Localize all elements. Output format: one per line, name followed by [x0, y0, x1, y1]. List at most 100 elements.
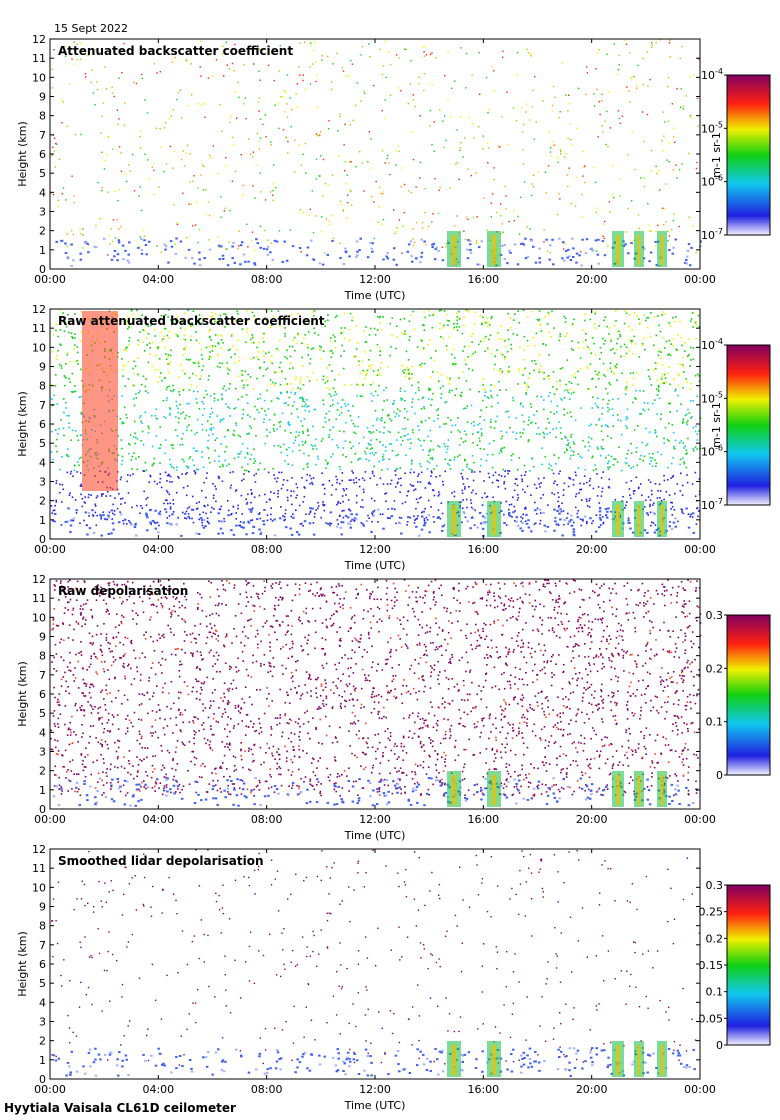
- y-tick-label: 6: [39, 418, 46, 431]
- y-tick-label: 12: [32, 843, 46, 856]
- y-tick-label: 1: [39, 1054, 46, 1067]
- x-tick-label: 08:00: [251, 543, 283, 556]
- x-tick-label: 00:00: [684, 273, 716, 286]
- y-tick-label: 10: [32, 611, 46, 624]
- x-tick-label: 00:00: [34, 813, 66, 826]
- colorbar-tick-label: 0.1: [706, 716, 724, 729]
- x-axis-label: Time (UTC): [344, 829, 406, 842]
- x-tick-label: 12:00: [359, 273, 391, 286]
- y-tick-label: 8: [39, 110, 46, 123]
- x-axis: 00:00 04:00 08:00 12:00 16:00 20:00 00:00: [34, 849, 716, 1096]
- x-tick-label: 04:00: [142, 273, 174, 286]
- x-tick-label: 00:00: [684, 813, 716, 826]
- y-axis-label: Height (km): [16, 661, 29, 727]
- x-axis-label: Time (UTC): [344, 559, 406, 572]
- colorbar-tick-label: 10-4: [701, 337, 723, 352]
- y-tick-label: 2: [39, 495, 46, 508]
- y-tick-label: 7: [39, 399, 46, 412]
- plot-area: [50, 309, 700, 539]
- y-tick-label: 1: [39, 244, 46, 257]
- y-tick-label: 2: [39, 225, 46, 238]
- x-tick-label: 08:00: [251, 1083, 283, 1096]
- colorbar: 0.3 0.25 0.2 0.15 0.1 0.05 0: [699, 879, 771, 1052]
- heatmap-field: [50, 39, 702, 267]
- y-tick-label: 12: [32, 33, 46, 46]
- y-tick-label: 8: [39, 380, 46, 393]
- y-tick-label: 8: [39, 920, 46, 933]
- colorbar-gradient: [726, 884, 771, 1046]
- y-tick-label: 4: [39, 996, 46, 1009]
- x-tick-label: 16:00: [467, 813, 499, 826]
- y-tick-label: 0: [39, 803, 46, 816]
- y-tick-label: 12: [32, 573, 46, 586]
- y-axis-label: Height (km): [16, 121, 29, 187]
- y-tick-label: 1: [39, 784, 46, 797]
- colorbar-tick-label: 10-7: [701, 497, 723, 512]
- colorbar: 10-4 10-5 10-6 10-7 m-1 sr-1: [701, 67, 771, 242]
- y-tick-label: 2: [39, 765, 46, 778]
- colorbar-tick-label: 10-6: [701, 444, 723, 459]
- y-tick-label: 3: [39, 476, 46, 489]
- x-tick-label: 08:00: [251, 273, 283, 286]
- y-tick-label: 10: [32, 881, 46, 894]
- y-axis-label: Height (km): [16, 931, 29, 997]
- x-tick-label: 12:00: [359, 543, 391, 556]
- y-tick-label: 6: [39, 148, 46, 161]
- y-tick-label: 11: [32, 52, 46, 65]
- y-tick-label: 12: [32, 303, 46, 316]
- panel-title: Attenuated backscatter coefficient: [58, 44, 293, 58]
- date-label: 15 Sept 2022: [54, 22, 128, 35]
- y-tick-label: 5: [39, 437, 46, 450]
- colorbar-tick-label: 0.1: [706, 986, 724, 999]
- y-tick-label: 6: [39, 688, 46, 701]
- colorbar: 10-4 10-5 10-6 10-7 m-1 sr-1: [701, 337, 771, 512]
- y-tick-label: 3: [39, 1016, 46, 1029]
- y-tick-label: 4: [39, 726, 46, 739]
- y-tick-label: 5: [39, 167, 46, 180]
- colorbar-unit-label: m-1 sr-1: [710, 132, 723, 178]
- x-axis-label: Time (UTC): [344, 1099, 406, 1112]
- colorbar-unit-label: m-1 sr-1: [710, 402, 723, 448]
- plot-area: [50, 579, 700, 809]
- y-tick-label: 0: [39, 263, 46, 276]
- y-tick-label: 9: [39, 631, 46, 644]
- y-tick-label: 11: [32, 592, 46, 605]
- y-tick-label: 9: [39, 91, 46, 104]
- y-tick-label: 9: [39, 901, 46, 914]
- colorbar-tick-label: 10-7: [701, 227, 723, 242]
- y-tick-label: 0: [39, 533, 46, 546]
- y-axis-label: Height (km): [16, 391, 29, 457]
- x-tick-label: 16:00: [467, 273, 499, 286]
- y-tick-label: 7: [39, 129, 46, 142]
- x-tick-label: 20:00: [576, 273, 608, 286]
- heatmap-field: [51, 849, 701, 1077]
- plot-frame: [49, 38, 701, 270]
- plot-area: [50, 849, 700, 1079]
- y-tick-label: 5: [39, 707, 46, 720]
- x-tick-label: 16:00: [467, 1083, 499, 1096]
- colorbar-gradient: [726, 344, 771, 506]
- heatmap-field: [50, 309, 702, 537]
- y-tick-label: 3: [39, 746, 46, 759]
- x-axis: 00:00 04:00 08:00 12:00 16:00 20:00 00:00: [34, 39, 716, 286]
- colorbar-tick-label: 10-5: [701, 120, 723, 135]
- x-tick-label: 12:00: [359, 813, 391, 826]
- y-tick-label: 1: [39, 514, 46, 527]
- colorbar-tick-label: 10-6: [701, 174, 723, 189]
- y-tick-label: 11: [32, 322, 46, 335]
- plot-frame: [49, 848, 701, 1080]
- colorbar-tick-label: 0.3: [706, 609, 724, 622]
- x-tick-label: 00:00: [34, 273, 66, 286]
- x-tick-label: 04:00: [142, 543, 174, 556]
- x-tick-label: 12:00: [359, 1083, 391, 1096]
- y-tick-label: 2: [39, 1035, 46, 1048]
- x-tick-label: 08:00: [251, 813, 283, 826]
- panel-title: Raw attenuated backscatter coefficient: [58, 314, 325, 328]
